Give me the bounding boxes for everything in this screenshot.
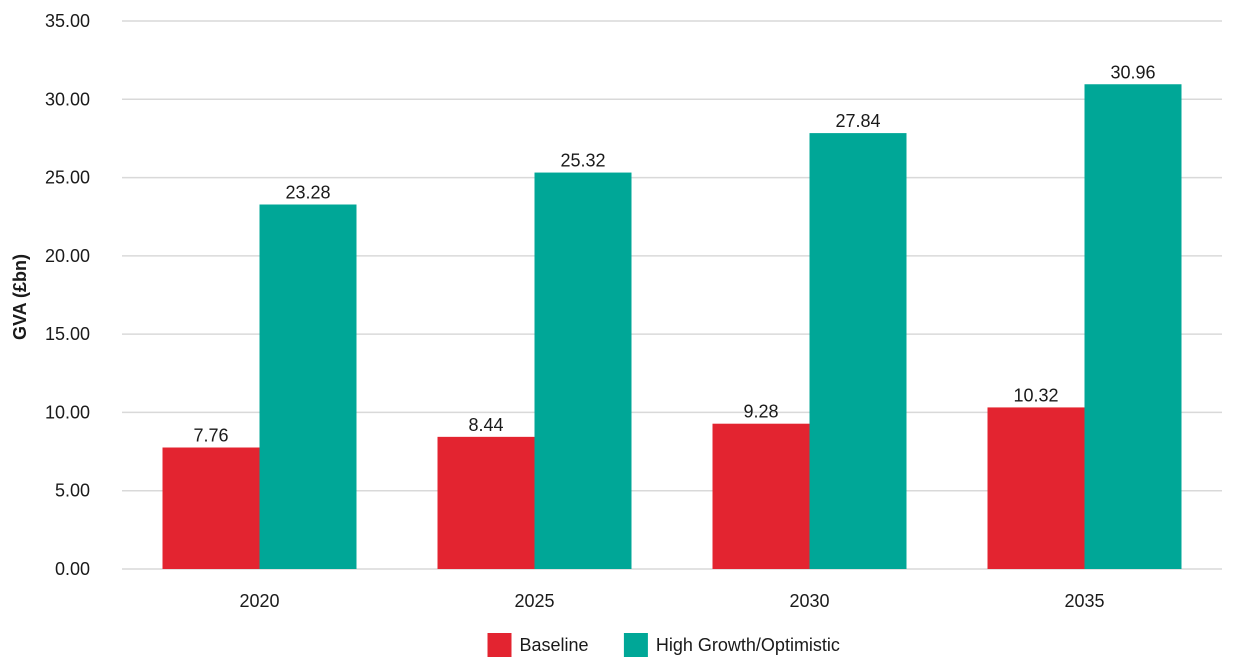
- y-tick-label: 15.00: [45, 324, 90, 344]
- data-label: 23.28: [285, 183, 330, 203]
- data-label: 30.96: [1110, 62, 1155, 82]
- bar-high-growth-optimistic-2035: [1084, 84, 1182, 570]
- data-label: 9.28: [743, 402, 778, 422]
- bar-baseline-2030: [712, 423, 810, 569]
- data-label: 8.44: [468, 415, 503, 435]
- y-tick-label: 30.00: [45, 89, 90, 109]
- data-labels: 7.76 23.28 8.44 25.32 9.28 27.84 10.32 30.96: [193, 62, 1155, 445]
- bar-baseline-2035: [987, 407, 1085, 569]
- bar-high-growth-optimistic-2025: [534, 172, 632, 569]
- y-tick-label: 0.00: [55, 559, 90, 579]
- bar-baseline-2025: [437, 436, 535, 569]
- bar-baseline-2020: [162, 447, 260, 569]
- bar-high-growth-optimistic-2020: [259, 204, 357, 569]
- y-tick-label: 5.00: [55, 481, 90, 501]
- legend-swatch-high-growth-optimistic: [623, 633, 648, 657]
- x-tick-label: 2035: [1064, 591, 1104, 611]
- data-label: 10.32: [1013, 385, 1058, 405]
- legend-label: Baseline: [520, 635, 589, 655]
- y-axis-ticks: 0.00 5.00 10.00 15.00 20.00 25.00 30.00 35.00: [45, 11, 90, 579]
- data-label: 7.76: [193, 426, 228, 446]
- legend-label: High Growth/Optimistic: [656, 635, 840, 655]
- data-label: 27.84: [835, 111, 880, 131]
- y-tick-label: 25.00: [45, 168, 90, 188]
- y-tick-label: 35.00: [45, 11, 90, 31]
- bars: [162, 84, 1182, 570]
- bar-high-growth-optimistic-2030: [809, 133, 907, 569]
- x-tick-label: 2020: [239, 591, 279, 611]
- x-axis-ticks: 2020 2025 2030 2035: [239, 591, 1104, 611]
- legend-swatch-baseline: [487, 633, 512, 657]
- legend: Baseline High Growth/Optimistic: [487, 633, 840, 657]
- data-label: 25.32: [560, 151, 605, 171]
- x-tick-label: 2025: [514, 591, 554, 611]
- y-tick-label: 20.00: [45, 246, 90, 266]
- y-tick-label: 10.00: [45, 402, 90, 422]
- x-tick-label: 2030: [789, 591, 829, 611]
- y-axis-title: GVA (£bn): [10, 254, 30, 340]
